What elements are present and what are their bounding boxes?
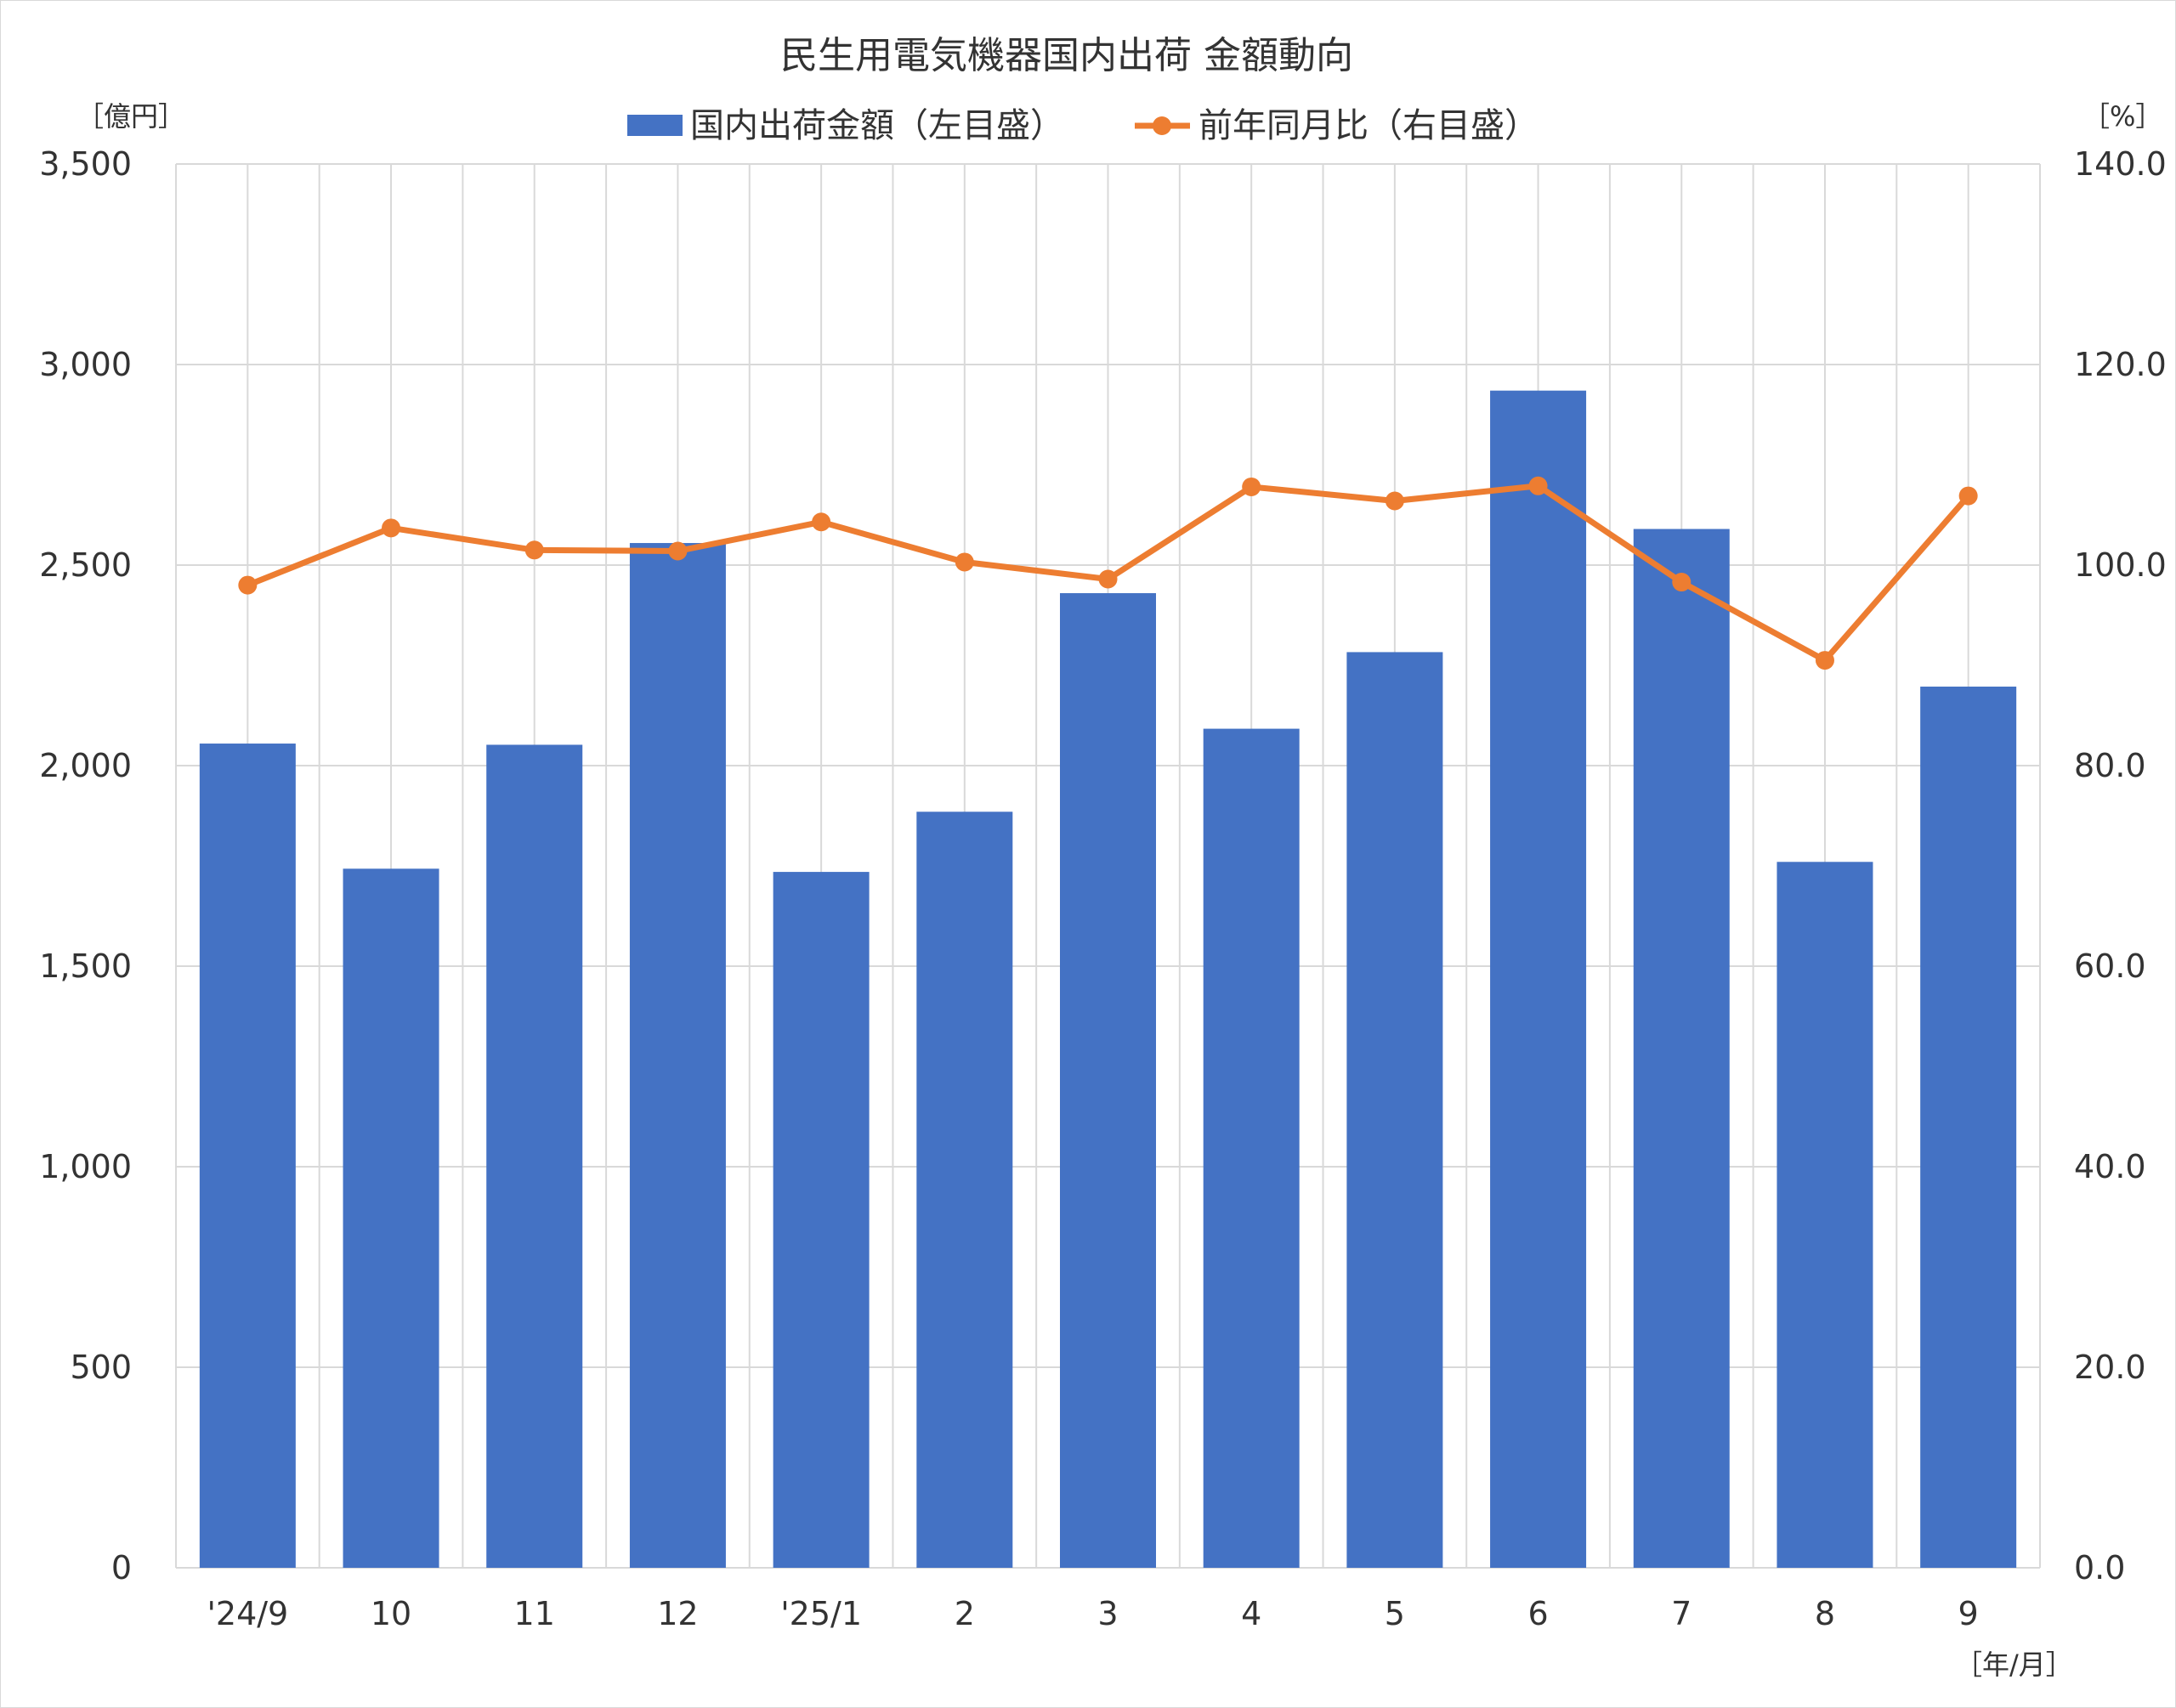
right-tick-label: 140.0 [2074,145,2167,183]
x-tick-label: 2 [955,1595,975,1632]
left-tick-label: 2,000 [39,747,132,784]
bar [486,744,583,1568]
x-tick-label: '24/9 [207,1595,288,1632]
right-tick-label: 40.0 [2074,1148,2146,1185]
right-tick-label: 120.0 [2074,346,2167,383]
x-tick-label: 9 [1958,1595,1979,1632]
line-point [1385,491,1404,511]
line-point [524,540,544,560]
line-point [1528,476,1548,495]
bar [199,744,296,1568]
bar [1060,593,1156,1568]
left-axis: 0 500 1,000 1,500 2,000 2,500 3,000 3,500 [39,145,132,1586]
legend-line-label: 前年同月比（右目盛） [1198,106,1538,145]
legend-bar-swatch [627,115,683,136]
x-tick-label: 11 [514,1595,555,1632]
legend-line-marker [1153,116,1171,135]
line-point [1958,486,1978,506]
line-point [238,575,258,595]
bar [1203,728,1300,1568]
left-tick-label: 500 [70,1349,132,1386]
x-axis: '24/9 10 11 12 '25/1 2 3 4 5 6 7 8 9 [207,1595,1978,1632]
line-point [955,552,974,572]
x-axis-unit: ［年/月］ [1955,1649,2073,1681]
right-tick-label: 60.0 [2074,947,2146,985]
gridlines [175,163,2041,1569]
left-tick-label: 1,500 [39,947,132,985]
x-tick-label: 6 [1527,1595,1548,1632]
x-tick-label: 10 [371,1595,411,1632]
left-tick-label: 3,500 [39,145,132,183]
left-tick-label: 2,500 [39,546,132,584]
bar [916,812,1013,1568]
line-point [1672,573,1692,592]
bar [773,872,870,1568]
left-tick-label: 3,000 [39,346,132,383]
line-series [238,476,1978,670]
left-axis-unit: ［億円］ [76,100,185,133]
line-point [1815,651,1834,670]
bar-series [199,390,2017,1569]
line-point [812,512,831,532]
bar [1633,529,1730,1568]
bar [1490,390,1587,1569]
x-tick-label: 7 [1671,1595,1692,1632]
bar [1920,687,2017,1568]
line-point [668,541,688,561]
line-point [1242,477,1261,496]
line-point [382,518,401,538]
right-tick-label: 100.0 [2074,546,2167,584]
x-tick-label: '25/1 [780,1595,862,1632]
x-tick-label: 4 [1241,1595,1261,1632]
bar [343,868,439,1568]
right-axis: 0.0 20.0 40.0 60.0 80.0 100.0 120.0 140.0 [2074,145,2167,1586]
right-tick-label: 20.0 [2074,1349,2146,1386]
left-tick-label: 0 [111,1549,132,1586]
x-tick-label: 12 [657,1595,698,1632]
right-axis-unit: ［%］ [2082,100,2162,133]
left-tick-label: 1,000 [39,1148,132,1185]
x-tick-label: 3 [1097,1595,1118,1632]
line-point [1098,569,1118,589]
bar [1346,652,1443,1568]
right-tick-label: 0.0 [2074,1549,2125,1586]
x-tick-label: 8 [1815,1595,1835,1632]
right-tick-label: 80.0 [2074,747,2146,784]
chart-title: 民生用電気機器国内出荷 金額動向 [780,34,1353,77]
legend: 国内出荷金額（左目盛） 前年同月比（右目盛） [627,106,1538,145]
bar [1776,862,1873,1568]
x-tick-label: 5 [1385,1595,1405,1632]
legend-bar-label: 国内出荷金額（左目盛） [690,106,1064,145]
bar [629,543,726,1568]
